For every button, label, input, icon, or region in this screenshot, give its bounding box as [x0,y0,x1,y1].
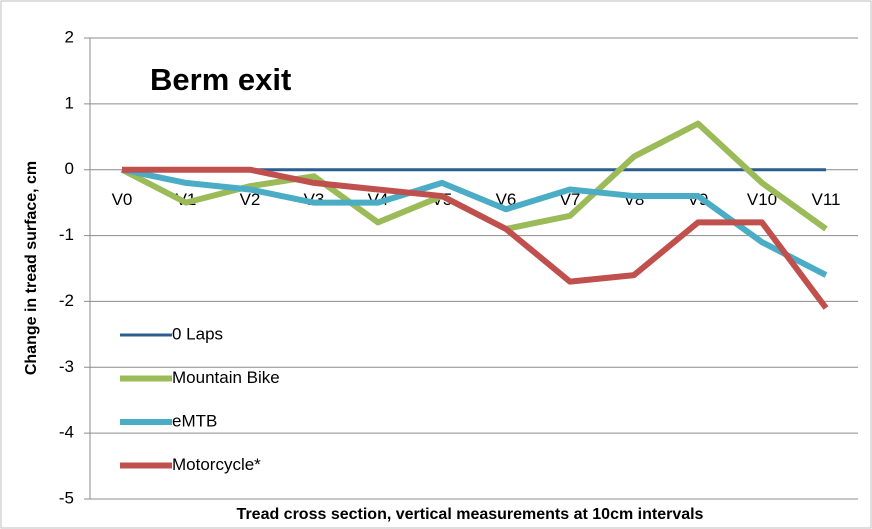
x-tick-label: V11 [812,190,841,209]
y-tick-label: -5 [59,488,74,507]
x-tick-label: V10 [747,190,777,209]
x-tick-label: V7 [560,190,581,209]
series-line [121,166,828,278]
y-tick-label: 2 [65,27,74,46]
y-tick-label: -2 [59,291,74,310]
y-tick-label: 1 [65,93,74,112]
series-line [122,166,829,310]
chart-title: Berm exit [150,62,291,97]
legend-label: 0 Laps [172,324,223,343]
y-axis-title: Change in tread surface, cm [23,161,40,375]
y-tick-label: -3 [59,357,74,376]
x-axis-title: Tread cross section, vertical measuremen… [237,506,704,523]
x-tick-label: V0 [112,190,133,209]
legend-label: Motorcycle* [172,455,261,474]
y-tick-label: -4 [59,423,74,442]
legend-label: eMTB [172,411,217,430]
x-tick-label: V2 [240,190,261,209]
y-tick-label: 0 [65,159,74,178]
legend-label: Mountain Bike [172,368,280,387]
y-tick-label: -1 [59,225,74,244]
